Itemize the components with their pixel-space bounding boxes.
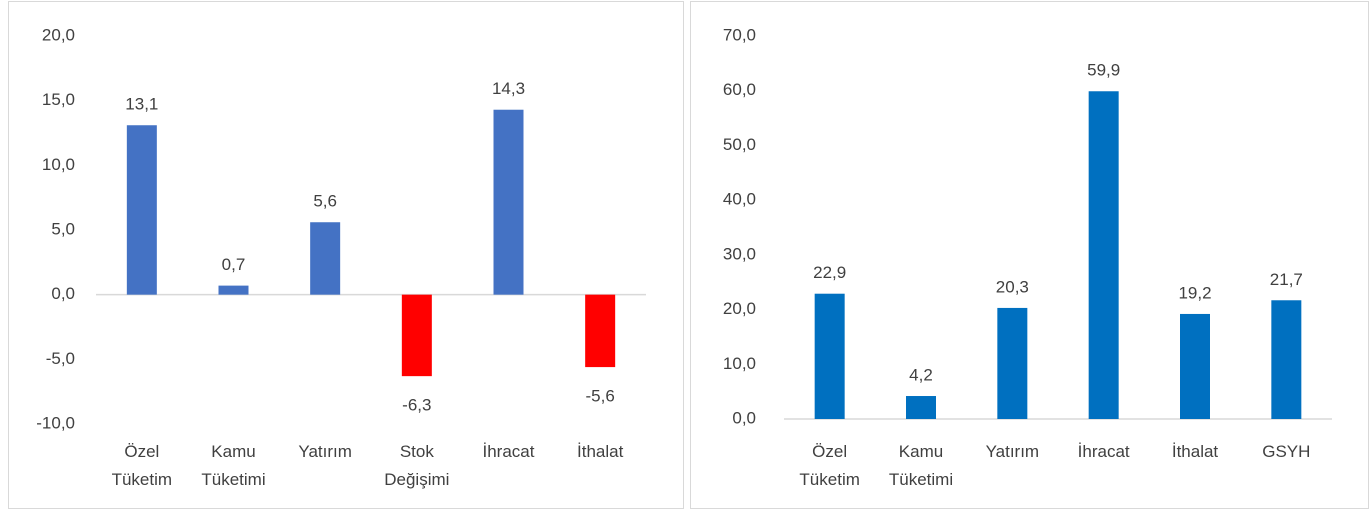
bar	[1271, 300, 1302, 419]
x-tick-label: Özel Tüketim	[799, 442, 860, 489]
x-tick-label: İhracat	[482, 442, 535, 461]
bar	[1180, 313, 1210, 419]
y-tick-label: 40,0	[723, 190, 756, 209]
bar	[310, 222, 341, 295]
y-tick-label: 20,0	[42, 25, 75, 44]
bar	[1088, 91, 1119, 420]
y-tick-label: 5,0	[51, 219, 75, 238]
x-tick-label: Yatırım	[985, 442, 1040, 461]
value-label: 14,3	[492, 79, 525, 98]
bar	[814, 293, 845, 419]
y-tick-label: 50,0	[723, 135, 756, 154]
bar	[126, 125, 157, 295]
y-tick-label: 60,0	[723, 80, 756, 99]
bar	[401, 294, 432, 377]
bar	[585, 294, 616, 368]
y-tick-label: 70,0	[723, 25, 756, 44]
x-tick-label: Kamu Tüketimi	[201, 442, 266, 489]
y-tick-label: 10,0	[42, 155, 75, 174]
bar	[906, 396, 936, 419]
x-tick-label: İhracat	[1077, 442, 1130, 461]
x-tick-label: İthalat	[577, 442, 624, 461]
x-tick-label: Yatırım	[298, 442, 352, 461]
x-tick-label: İthalat	[1171, 442, 1219, 461]
value-label: 21,7	[1270, 270, 1303, 289]
value-label: 4,2	[909, 366, 933, 385]
y-tick-label: 15,0	[42, 90, 75, 109]
y-tick-label: 20,0	[723, 299, 756, 318]
bar	[493, 109, 524, 295]
bar	[997, 307, 1028, 419]
value-label: -6,3	[402, 396, 431, 415]
y-tick-label: 10,0	[723, 354, 756, 373]
value-label: 59,9	[1087, 61, 1120, 80]
y-tick-label: -5,0	[46, 349, 75, 368]
value-label: 13,1	[125, 95, 158, 114]
value-label: -5,6	[586, 387, 615, 406]
value-label: 19,2	[1178, 283, 1211, 302]
y-tick-label: -10,0	[36, 413, 75, 432]
value-label: 5,6	[313, 192, 337, 211]
x-tick-label: Özel Tüketim	[111, 442, 173, 489]
x-tick-label: Stok Değişimi	[384, 442, 450, 489]
panel-border	[690, 1, 1369, 509]
y-tick-label: 0,0	[732, 408, 756, 427]
y-tick-label: 0,0	[51, 284, 75, 303]
value-label: 20,3	[996, 277, 1029, 296]
panel-border	[8, 1, 684, 509]
x-tick-label: Kamu Tüketimi	[888, 442, 954, 489]
value-label: 0,7	[222, 255, 246, 274]
bar	[218, 285, 249, 295]
x-tick-label: GSYH	[1262, 442, 1311, 461]
value-label: 22,9	[813, 263, 846, 282]
y-tick-label: 30,0	[723, 244, 756, 263]
